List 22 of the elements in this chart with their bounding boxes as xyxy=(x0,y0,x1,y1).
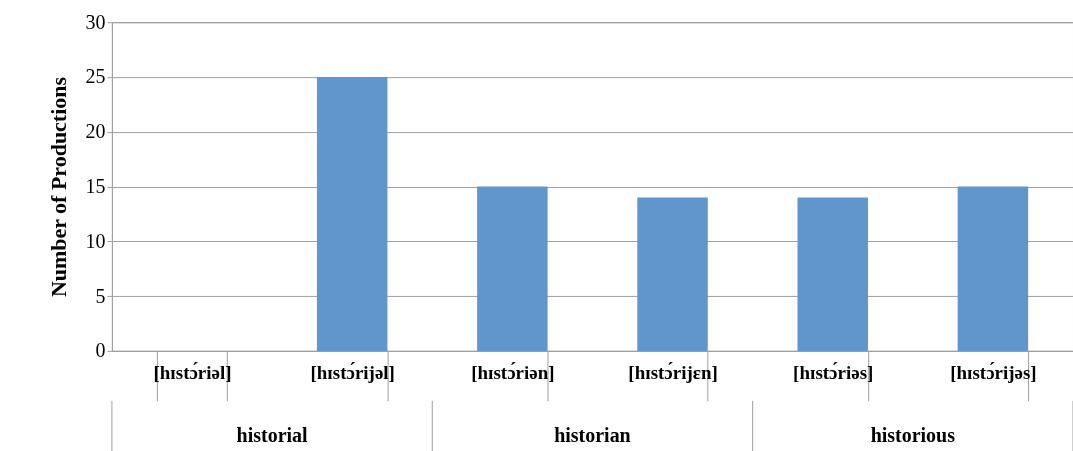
text: historial xyxy=(236,423,309,446)
y-tick-label: 15 xyxy=(85,175,106,198)
bar xyxy=(316,76,388,351)
y-tick-label: 20 xyxy=(85,120,106,143)
text: historian xyxy=(554,423,631,446)
y-tick-label: 5 xyxy=(95,284,106,307)
y-tick-label: 0 xyxy=(95,339,106,362)
x-tick-label: [hɪstɔ́rijəl] xyxy=(310,362,395,384)
x-tick-label: [hɪstɔ́rijɛn] xyxy=(628,362,718,384)
bar xyxy=(957,186,1029,351)
text: historious xyxy=(870,423,956,446)
y-tick-label: 25 xyxy=(85,65,106,88)
x-tick-label: [hɪstɔ́riən] xyxy=(471,362,555,384)
x-tick-label: [hɪstɔ́rijəs] xyxy=(950,362,1037,384)
bar xyxy=(477,186,548,351)
y-axis-title: Number of Productions xyxy=(46,76,72,298)
y-tick-label: 30 xyxy=(85,10,106,33)
x-tick-label: [hɪstɔ́riəl] xyxy=(153,362,232,384)
bar xyxy=(797,197,868,351)
x-tick-label: [hɪstɔ́riəs] xyxy=(793,362,874,384)
bar xyxy=(637,197,708,351)
y-tick-label: 10 xyxy=(85,229,106,252)
